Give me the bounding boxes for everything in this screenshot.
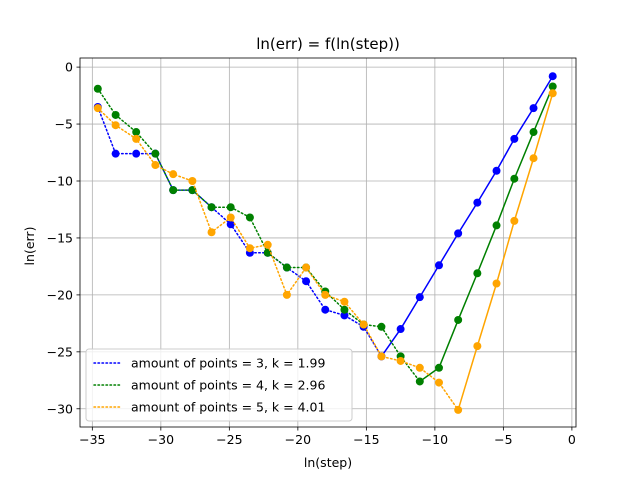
data-point [434, 261, 443, 270]
data-point [529, 154, 538, 163]
data-point [93, 84, 102, 93]
data-point [245, 213, 254, 222]
data-point [226, 220, 235, 229]
data-point [245, 244, 254, 253]
y-axis-label: ln(err) [22, 227, 37, 266]
data-point [132, 149, 141, 158]
series-solid-line [457, 93, 554, 411]
data-point [321, 305, 330, 314]
data-point [169, 170, 178, 179]
data-point [415, 377, 424, 386]
data-point [340, 297, 349, 306]
data-point [111, 110, 120, 119]
data-point [529, 104, 538, 113]
data-point [548, 82, 557, 91]
data-point [377, 322, 386, 331]
y-tick-label: −25 [47, 344, 73, 359]
data-point [226, 213, 235, 222]
data-point [377, 352, 386, 361]
data-point [302, 263, 311, 272]
data-point [340, 311, 349, 320]
data-point [434, 363, 443, 372]
x-tick-label: 0 [568, 432, 576, 447]
data-point [415, 363, 424, 372]
data-point [510, 216, 519, 225]
x-tick-label: −35 [79, 432, 105, 447]
data-point [207, 203, 216, 212]
legend-box [85, 348, 353, 422]
data-point [510, 134, 519, 143]
data-point [263, 240, 272, 249]
data-point [359, 320, 368, 329]
data-point [111, 121, 120, 130]
data-point [132, 128, 141, 137]
data-point [396, 356, 405, 365]
x-tick-label: −15 [353, 432, 379, 447]
ticks: −35 −30 −25 −20 −15 −10 −5 0 0 −5 −10 −15 −20 −25 −30 [47, 60, 576, 447]
data-point [207, 228, 216, 237]
data-point [473, 198, 482, 207]
legend-entry-label: amount of points = 3, k = 1.99 [131, 356, 325, 371]
data-point [454, 315, 463, 324]
x-axis-label: ln(step) [304, 455, 352, 470]
plot-frame [79, 57, 577, 428]
x-tick-label: −20 [285, 432, 311, 447]
legend-entry-label: amount of points = 4, k = 2.96 [131, 378, 325, 393]
data-point [302, 277, 311, 286]
legend: amount of points = 3, k = 1.99 amount of … [85, 348, 353, 422]
y-tick-label: −5 [55, 117, 73, 132]
data-point [188, 177, 197, 185]
series-dotted-line [97, 106, 383, 358]
data-point [492, 279, 501, 288]
series-3 [93, 89, 557, 414]
data-point [548, 89, 557, 98]
x-tick-label: −10 [422, 432, 448, 447]
series-layer [93, 72, 557, 414]
data-point [396, 325, 405, 334]
data-point [454, 405, 463, 414]
data-point [548, 72, 557, 81]
x-tick-label: −25 [216, 432, 242, 447]
data-point [282, 290, 291, 299]
series-solid-line [419, 86, 554, 383]
data-point [473, 269, 482, 278]
data-point [169, 186, 178, 195]
legend-entry-label: amount of points = 5, k = 4.01 [131, 400, 325, 415]
data-point [434, 378, 443, 387]
data-point [151, 161, 160, 170]
series-solid-line [380, 75, 554, 357]
data-point [111, 149, 120, 158]
data-point [282, 263, 291, 272]
data-point [510, 174, 519, 183]
y-tick-label: −15 [47, 230, 73, 245]
y-tick-label: −10 [47, 174, 73, 189]
data-point [415, 293, 424, 302]
x-tick-label: −5 [494, 432, 512, 447]
data-point [132, 134, 141, 143]
data-point [473, 342, 482, 351]
data-point [226, 203, 235, 212]
x-tick-label: −30 [148, 432, 174, 447]
data-point [492, 166, 501, 175]
data-point [454, 229, 463, 238]
data-point [93, 104, 102, 113]
y-tick-label: 0 [65, 60, 73, 75]
data-point [340, 305, 349, 314]
y-tick-label: −30 [47, 401, 73, 416]
data-point [529, 128, 538, 137]
data-point [492, 221, 501, 230]
chart-title: ln(err) = f(ln(step)) [256, 35, 400, 53]
y-tick-label: −20 [47, 287, 73, 302]
data-point [321, 290, 330, 299]
data-point [151, 149, 160, 158]
